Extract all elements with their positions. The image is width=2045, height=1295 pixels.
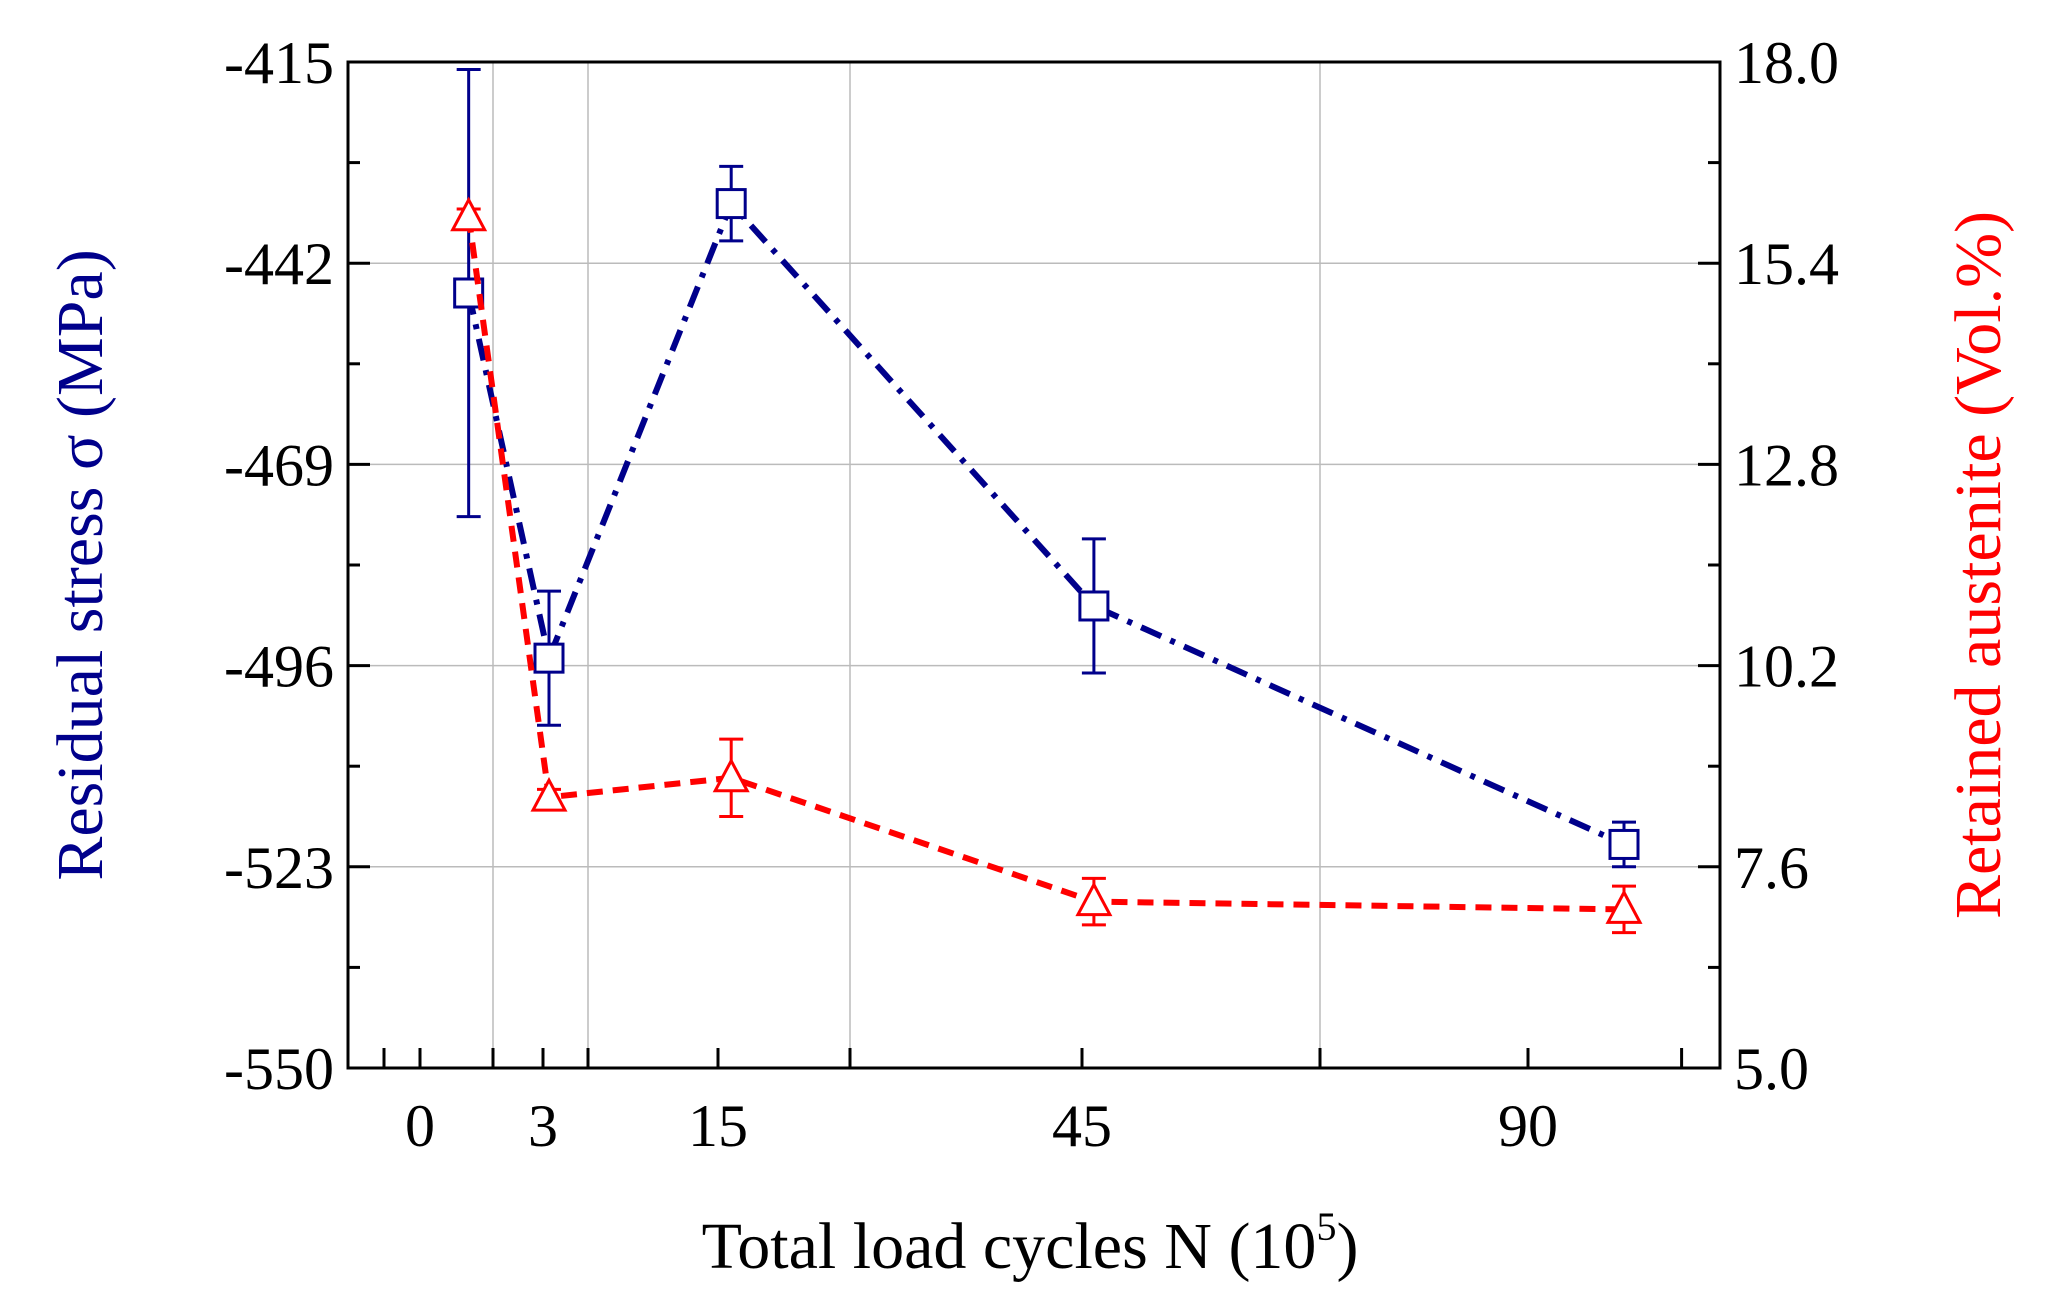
right-y-tick-label-4: 7.6 — [1734, 835, 1809, 901]
right-y-tick-label-3: 10.2 — [1734, 634, 1839, 700]
x-tick-label-2: 15 — [688, 1093, 748, 1159]
series-1-point — [712, 757, 750, 793]
x-axis-title: Total load cycles N (105) — [702, 1204, 1359, 1283]
left-y-tick-label-1: -442 — [224, 231, 334, 297]
right-y-tick-label-1: 15.4 — [1734, 231, 1839, 297]
left-y-tick-label-2: -469 — [224, 432, 334, 498]
left-y-tick-label-0: -415 — [224, 30, 334, 96]
x-axis-title-exponent: 5 — [1316, 1204, 1336, 1249]
right-y-tick-label-0: 18.0 — [1734, 30, 1839, 96]
series-1-point — [450, 196, 488, 232]
series-1 — [450, 196, 1643, 935]
series-0 — [453, 67, 1640, 869]
series-0-point — [1608, 828, 1640, 860]
right-axis-title: Retained austenite (Vol.%) — [1942, 211, 2015, 919]
right-y-tick-label-5: 5.0 — [1734, 1036, 1809, 1102]
left-axis-title: Residual stress σ (MPa) — [44, 249, 117, 880]
series-1-point — [1605, 889, 1643, 924]
series-0-point — [533, 642, 565, 674]
ticks: 0 3 15 45 90 -415 -442 -469 -496 -523 -550 18.0 15.4… — [224, 30, 1839, 1159]
right-y-tick-label-2: 12.8 — [1734, 432, 1839, 498]
series-1-line — [465, 216, 1625, 913]
plot-frame — [346, 60, 1722, 1070]
x-tick-label-3: 45 — [1052, 1093, 1112, 1159]
x-tick-label-1: 3 — [528, 1093, 558, 1159]
series-1-point — [530, 776, 568, 812]
series-0-point — [715, 188, 747, 220]
series-layer — [450, 67, 1643, 935]
series-0-line — [465, 198, 1626, 848]
left-y-tick-label-4: -523 — [224, 835, 334, 901]
series-1-point — [1075, 881, 1113, 917]
left-y-tick-label-5: -550 — [224, 1036, 334, 1102]
series-0-point — [1078, 590, 1110, 622]
left-y-tick-label-3: -496 — [224, 634, 334, 700]
grid-lines — [348, 62, 1720, 1068]
x-axis-title-close: ) — [1336, 1210, 1358, 1283]
x-tick-label-4: 90 — [1498, 1093, 1558, 1159]
x-tick-label-0: 0 — [405, 1093, 435, 1159]
